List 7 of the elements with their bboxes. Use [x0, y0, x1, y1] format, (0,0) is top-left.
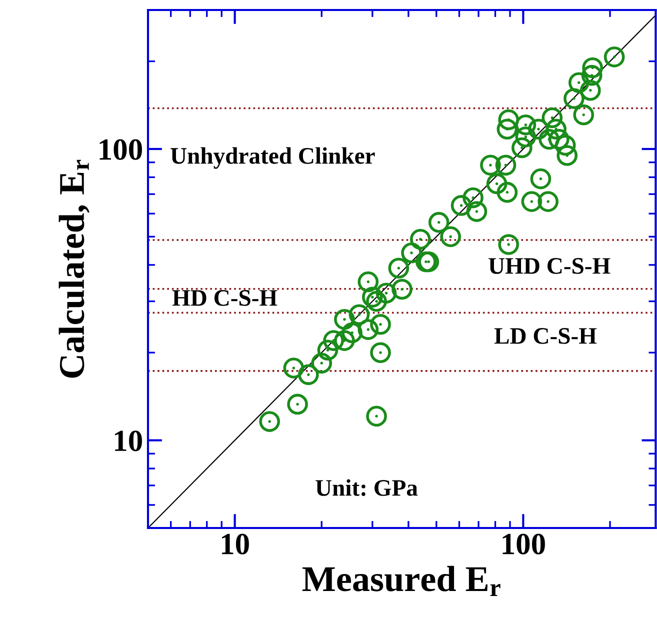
annotation: LD C-S-H — [494, 328, 597, 344]
annotation: UHD C-S-H — [488, 258, 610, 274]
annotation: Unhydrated Clinker — [170, 147, 375, 169]
annotation: HD C-S-H — [172, 290, 278, 306]
x-axis-title: Measured E$_{r}$ — [302, 566, 500, 596]
y-axis-title: Calculated, E$_{r}$ — [58, 160, 90, 378]
annotation: Unit: GPa — [316, 479, 418, 496]
